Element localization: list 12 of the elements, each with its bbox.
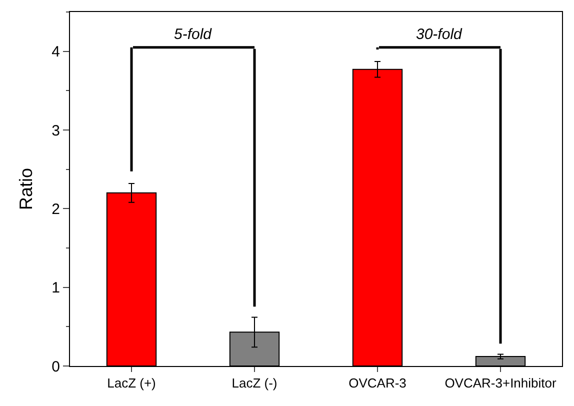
y-tick-label: 1 bbox=[52, 280, 60, 297]
y-axis-title: Ratio bbox=[16, 168, 36, 210]
x-tick-label: LacZ (-) bbox=[232, 376, 278, 391]
x-tick-label: LacZ (+) bbox=[107, 376, 156, 391]
y-tick-label: 3 bbox=[52, 122, 60, 140]
y-tick-label: 4 bbox=[52, 44, 60, 61]
y-tick-label: 2 bbox=[52, 200, 60, 218]
annotation: 5-fold bbox=[174, 26, 212, 43]
x-tick-label: OVCAR-3+Inhibitor bbox=[444, 376, 557, 391]
y-tick-label: 0 bbox=[52, 358, 60, 376]
annotation: 30-fold bbox=[416, 26, 463, 43]
x-tick-label: OVCAR-3 bbox=[348, 376, 406, 391]
